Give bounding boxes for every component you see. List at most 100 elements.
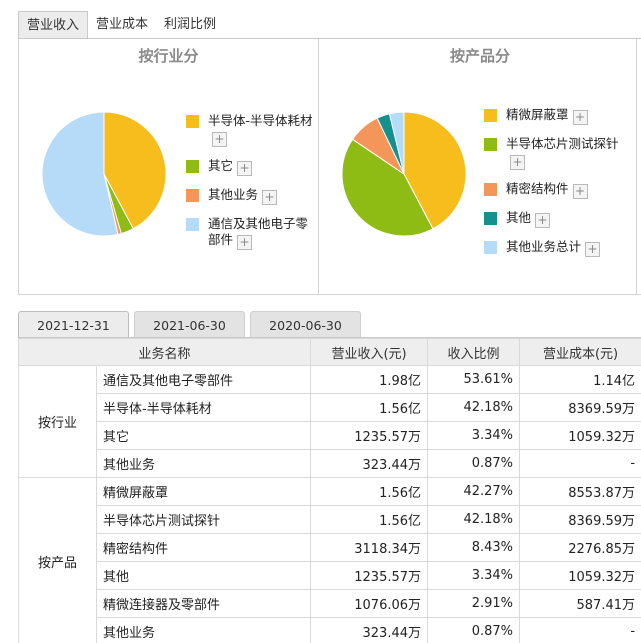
table-row: 精密结构件 3118.34万 8.43% 2276.85万: [19, 533, 641, 562]
pie-slice-1[interactable]: [403, 111, 467, 230]
legend-item[interactable]: 其它 +: [186, 158, 320, 176]
industry-chart-panel: 按行业分 半导体-半导体耗材+ 其它 + 其他业务 + 通信及其他电子零部件 +: [18, 39, 319, 295]
row-revenue: 1235.57万: [310, 561, 429, 590]
row-ratio: 3.34%: [427, 421, 521, 450]
header-cost: 营业成本(元): [519, 338, 641, 366]
row-revenue: 1076.06万: [310, 589, 429, 618]
pie-slice-5[interactable]: [388, 111, 405, 175]
legend-label: 其它 +: [186, 158, 320, 176]
legend-swatch: [484, 109, 497, 122]
row-cost: 2276.85万: [519, 533, 641, 562]
row-ratio: 8.43%: [427, 533, 521, 562]
legend-label-text: 其他: [506, 210, 532, 225]
expand-plus-icon[interactable]: +: [237, 235, 253, 250]
expand-plus-icon[interactable]: +: [535, 213, 551, 228]
row-revenue: 323.44万: [310, 617, 429, 643]
header-ratio: 收入比例: [427, 338, 521, 366]
row-revenue: 1.98亿: [310, 365, 429, 394]
row-revenue: 323.44万: [310, 449, 429, 478]
legend-label: 半导体-半导体耗材 +: [186, 113, 320, 147]
legend-label-text: 精密结构件: [506, 181, 569, 196]
tab-divider: [18, 38, 641, 39]
row-name: 精密结构件: [95, 533, 312, 562]
expand-plus-icon[interactable]: +: [510, 155, 525, 170]
legend-swatch: [186, 115, 199, 128]
table-row: 其他业务 323.44万 0.87% -: [19, 449, 641, 478]
panel-edge: [636, 39, 637, 295]
row-revenue: 1.56亿: [310, 477, 429, 506]
row-ratio: 53.61%: [427, 365, 521, 394]
table-row: 精微连接器及零部件 1076.06万 2.91% 587.41万: [19, 589, 641, 618]
row-name: 精微屏蔽罩: [95, 477, 312, 506]
row-revenue: 3118.34万: [310, 533, 429, 562]
row-ratio: 0.87%: [427, 449, 521, 478]
row-revenue: 1.56亿: [310, 393, 429, 422]
legend-swatch: [484, 241, 497, 254]
table-row: 其他业务 323.44万 0.87% -: [19, 617, 641, 643]
row-ratio: 42.18%: [427, 393, 521, 422]
product-chart-title: 按产品分: [449, 47, 510, 65]
tab-period-3[interactable]: 2020-06-30: [250, 311, 361, 338]
legend-label-text: 通信及其他电子零部件: [208, 216, 309, 247]
expand-plus-icon[interactable]: +: [262, 190, 278, 205]
pie-slice-1[interactable]: [103, 111, 167, 230]
row-ratio: 2.91%: [427, 589, 521, 618]
legend-swatch: [484, 212, 497, 225]
legend-item[interactable]: 其他业务总计 +: [484, 239, 624, 257]
row-name: 其它: [95, 421, 312, 450]
table-row: 其它 1235.57万 3.34% 1059.32万: [19, 421, 641, 450]
expand-plus-icon[interactable]: +: [212, 132, 227, 147]
tab-profit-ratio[interactable]: 利润比例: [164, 17, 217, 32]
row-cost: 8553.87万: [519, 477, 641, 506]
legend-label-text: 半导体-半导体耗材: [208, 113, 313, 128]
tab-revenue[interactable]: 营业收入: [18, 11, 89, 39]
row-name: 半导体芯片测试探针: [95, 505, 312, 534]
row-cost: 8369.59万: [519, 393, 641, 422]
legend-item[interactable]: 半导体-半导体耗材 +: [186, 113, 320, 147]
row-ratio: 0.87%: [427, 617, 521, 643]
expand-plus-icon[interactable]: +: [237, 161, 253, 176]
expand-plus-icon[interactable]: +: [585, 242, 601, 257]
group-label-industry: 按行业: [18, 365, 97, 478]
row-ratio: 3.34%: [427, 561, 521, 590]
table-row: 按行业 通信及其他电子零部件 1.98亿 53.61% 1.14亿: [18, 365, 641, 478]
legend-label: 精密结构件 +: [484, 181, 624, 199]
row-cost: -: [519, 617, 641, 643]
legend-item[interactable]: 其他 +: [484, 210, 624, 228]
legend-item[interactable]: 通信及其他电子零部件 +: [186, 216, 320, 250]
legend-label: 其他业务总计 +: [484, 239, 624, 257]
legend-label: 半导体芯片测试探针 +: [484, 136, 624, 170]
legend-item[interactable]: 精密结构件 +: [484, 181, 624, 199]
row-cost: 1059.32万: [519, 561, 641, 590]
table-row: 其他 1235.57万 3.34% 1059.32万: [19, 561, 641, 590]
legend-label: 精微屏蔽罩 +: [484, 107, 624, 125]
legend-label: 其他业务 +: [186, 187, 320, 205]
tab-cost[interactable]: 营业成本: [96, 17, 149, 32]
row-cost: 1.14亿: [519, 365, 641, 394]
industry-legend: 半导体-半导体耗材+ 其它 + 其他业务 + 通信及其他电子零部件 +: [186, 113, 320, 261]
legend-swatch: [484, 138, 497, 151]
legend-item[interactable]: 精微屏蔽罩 +: [484, 107, 624, 125]
expand-plus-icon[interactable]: +: [572, 110, 588, 125]
tab-period-1[interactable]: 2021-12-31: [18, 311, 129, 338]
legend-swatch: [186, 218, 199, 231]
header-revenue: 营业收入(元): [310, 338, 429, 366]
row-revenue: 1235.57万: [310, 421, 429, 450]
period-tabs: 2021-12-31 2021-06-30 2020-06-30: [18, 311, 361, 338]
pie-slice-4[interactable]: [41, 111, 119, 237]
row-name: 其他: [95, 561, 312, 590]
row-name: 其他业务: [95, 617, 312, 643]
legend-item[interactable]: 半导体芯片测试探针 +: [484, 136, 624, 170]
product-legend: 精微屏蔽罩 + 半导体芯片测试探针+ 精密结构件 + 其他 + 其他业务总计 +: [484, 107, 624, 268]
legend-label: 其他 +: [484, 210, 624, 228]
legend-label-text: 其他业务总计: [506, 239, 582, 254]
legend-item[interactable]: 其他业务 +: [186, 187, 320, 205]
row-ratio: 42.27%: [427, 477, 521, 506]
table-row: 按产品 精微屏蔽罩 1.56亿 42.27% 8553.87万: [18, 477, 641, 643]
row-name: 通信及其他电子零部件: [95, 365, 312, 394]
row-cost: 1059.32万: [519, 421, 641, 450]
tab-period-2[interactable]: 2021-06-30: [134, 311, 245, 338]
row-cost: -: [519, 449, 641, 478]
pie-slice-2[interactable]: [341, 138, 434, 237]
expand-plus-icon[interactable]: +: [572, 184, 588, 199]
